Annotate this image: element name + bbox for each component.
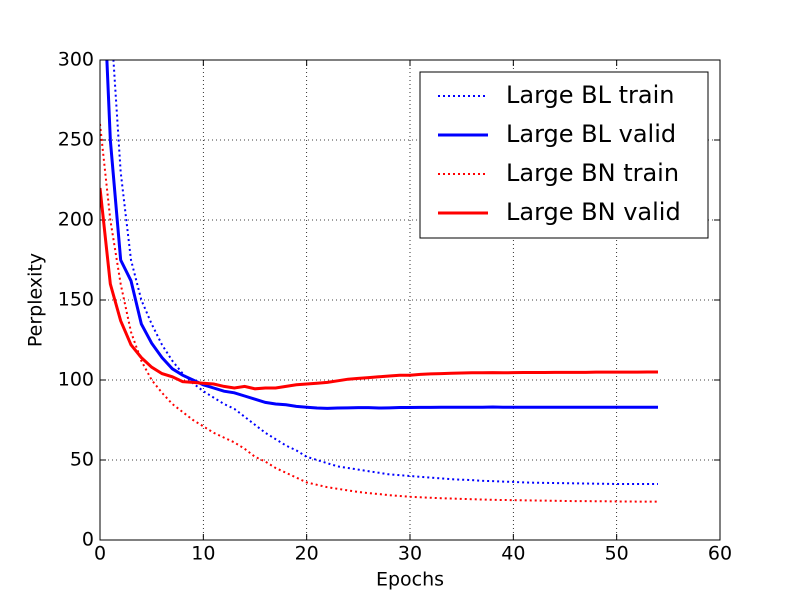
legend-label: Large BN train (506, 159, 679, 187)
data-line (105, 60, 658, 410)
y-tick-label: 150 (58, 289, 94, 311)
y-axis-label: Perplexity (25, 253, 47, 347)
plot-frame (99, 59, 721, 541)
legend-label: Large BL train (506, 81, 674, 109)
legend-label: Large BN valid (506, 198, 681, 226)
x-tick-label: 10 (191, 543, 215, 565)
legend-box (419, 71, 709, 239)
y-tick-label: 100 (58, 369, 94, 391)
x-tick-label: 20 (295, 543, 319, 565)
x-tick-label: 60 (708, 543, 732, 565)
x-tick-label: 50 (605, 543, 629, 565)
legend-label: Large BL valid (506, 120, 676, 148)
y-tick-label: 250 (58, 129, 94, 151)
x-tick-label: 0 (94, 543, 106, 565)
y-tick-label: 200 (58, 209, 94, 231)
x-tick-label: 30 (398, 543, 422, 565)
data-line (100, 187, 658, 391)
plot-lines (100, 60, 658, 503)
x-axis-label: Epochs (376, 569, 444, 591)
data-line (100, 123, 658, 503)
x-tick-label: 40 (501, 543, 525, 565)
y-tick-label: 0 (82, 529, 94, 551)
y-tick-label: 300 (58, 49, 94, 71)
y-tick-label: 50 (70, 449, 94, 471)
